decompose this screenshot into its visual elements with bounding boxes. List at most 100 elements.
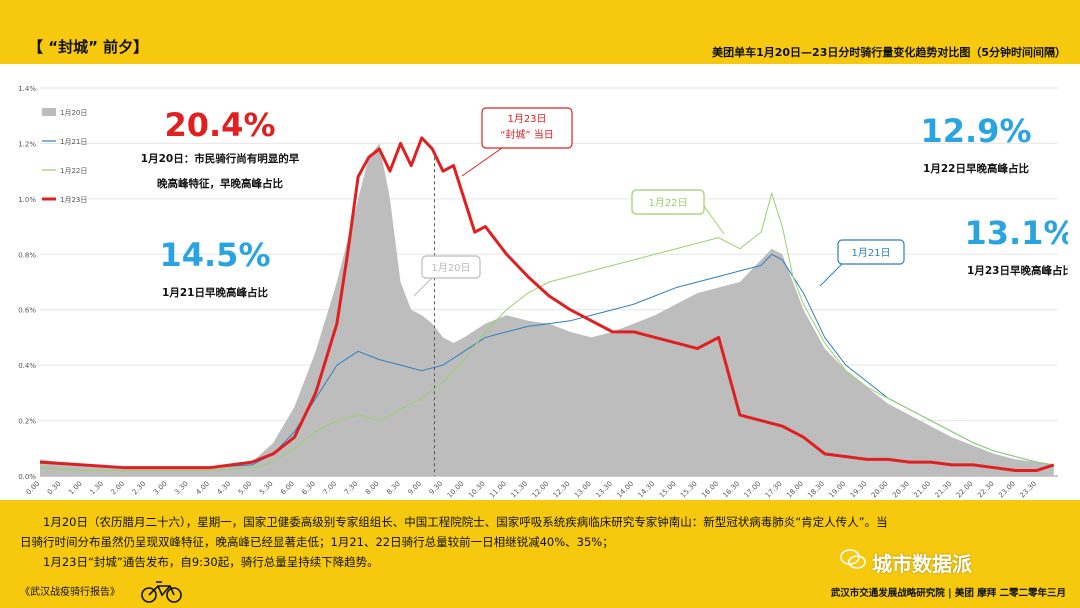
footer-bar	[0, 500, 1080, 608]
callout-box	[837, 239, 905, 265]
y-tick-label: 0.4%	[18, 362, 36, 370]
watermark: 城市数据派	[872, 552, 972, 576]
wechat-icon	[840, 549, 866, 569]
stat-label: 1月21日早晚高峰占比	[162, 286, 268, 299]
x-tick-label: 6.00	[279, 480, 296, 497]
x-tick-label: 6.30	[300, 480, 317, 497]
stat-value: 20.4%	[164, 106, 275, 144]
page-title: 【 “封城” 前夕】	[28, 38, 149, 56]
x-tick-label: 10.30	[467, 480, 487, 500]
x-tick-label: 4.30	[216, 480, 233, 497]
x-tick-label: 2.30	[131, 480, 148, 497]
x-tick-label: 19.30	[849, 480, 869, 500]
bicycle-icon	[141, 581, 182, 603]
series-area-1月20日	[40, 143, 1054, 476]
chart-panel: 0.0% 0.2% 0.4% 0.6% 0.8% 1.0% 1.2% 1.4% 0.00 0.3…	[12, 64, 1076, 500]
series-group	[39, 136, 1055, 476]
x-tick-label: 17.30	[764, 480, 784, 500]
x-tick-label: 18.30	[806, 480, 826, 500]
legend-label: 1月22日	[60, 167, 87, 175]
x-tick-label: 3.00	[152, 480, 169, 497]
x-tick-label: 15.30	[679, 480, 699, 500]
series-line-1月22日	[39, 192, 1054, 471]
legend-label: 1月20日	[60, 109, 87, 117]
footnote-line-2: 日骑行时间分布虽然仍呈现双峰特征，晚高峰已经显著走低；1月21、22日骑行总量较…	[20, 535, 614, 549]
x-tick-label: 20.00	[870, 480, 890, 500]
x-tick-label: 13.00	[573, 480, 593, 500]
callout-box	[631, 189, 705, 215]
chart-title: 美团单车1月20日—23日分时骑行量变化趋势对比图（5分钟时间间隔）	[712, 46, 1066, 59]
header-bar	[0, 0, 1080, 64]
stat-value: 14.5%	[159, 236, 270, 274]
footnote: 1月20日（农历腊月二十六），星期一，国家卫健委高级别专家组组长、中国工程院院士…	[20, 512, 1070, 572]
callout-pointer	[703, 205, 725, 235]
callout-pointer	[413, 277, 433, 297]
footnote-line-3: 1月23日“封城”通告发布，自9:30起，骑行总量呈持续下降趋势。	[43, 555, 379, 569]
x-tick-label: 0.00	[25, 480, 42, 497]
x-tick-label: 1.00	[67, 480, 84, 497]
callout-text: 1月21日	[851, 247, 890, 259]
callout-box	[421, 255, 481, 279]
x-axis-ticks: 0.00 0.30 1.00 1.30 2.00 2.30 3.00 3.30 4.00 4.30…	[25, 480, 1038, 500]
x-tick-label: 1.30	[88, 480, 105, 497]
callout-text: 1月22日	[648, 197, 687, 209]
callout-pointer	[461, 147, 503, 177]
x-tick-label: 8.00	[364, 480, 381, 497]
chart-svg: 0.0% 0.2% 0.4% 0.6% 0.8% 1.0% 1.2% 1.4% 0.00 0.3…	[18, 85, 1076, 500]
stat-label: 晚高峰特征，早晚高峰占比	[157, 177, 283, 190]
callout-box	[481, 107, 573, 149]
x-tick-label: 11.30	[509, 480, 529, 500]
legend-label: 1月23日	[60, 196, 87, 204]
x-tick-label: 22.30	[976, 480, 996, 500]
y-tick-label: 0.2%	[18, 418, 36, 426]
x-tick-label: 15.00	[658, 480, 678, 500]
x-tick-label: 23.00	[997, 480, 1017, 500]
x-tick-label: 3.30	[173, 480, 190, 497]
x-tick-label: 16.30	[721, 480, 741, 500]
stat-value: 12.9%	[920, 112, 1031, 150]
series-line-1月23日	[39, 136, 1055, 472]
x-tick-label: 11.00	[488, 480, 508, 500]
x-tick-label: 8.30	[385, 480, 402, 497]
stat-label: 1月22日早晚高峰占比	[923, 162, 1029, 175]
x-tick-label: 10.00	[446, 480, 466, 500]
x-tick-label: 13.30	[594, 480, 614, 500]
x-tick-label: 5.30	[258, 480, 275, 497]
stat-value: 13.1%	[964, 214, 1068, 252]
x-tick-label: 0.30	[46, 480, 63, 497]
x-tick-label: 7.30	[343, 480, 360, 497]
x-tick-label: 18.00	[785, 480, 805, 500]
stat-label: 1月23日早晚高峰占比	[967, 264, 1068, 277]
callout-text: 1月23日	[507, 113, 546, 125]
x-tick-label: 22.00	[955, 480, 975, 500]
x-tick-label: 19.00	[827, 480, 847, 500]
report-source: 《武汉战疫骑行报告》	[20, 587, 120, 598]
y-tick-label: 0.0%	[18, 473, 36, 481]
y-tick-label: 0.8%	[18, 251, 36, 259]
footnote-line-1: 1月20日（农历腊月二十六），星期一，国家卫健委高级别专家组组长、中国工程院院士…	[43, 515, 888, 529]
callout-pointer	[819, 263, 843, 287]
x-tick-label: 9.00	[406, 480, 423, 497]
x-tick-label: 12.30	[552, 480, 572, 500]
x-tick-label: 5.00	[237, 480, 254, 497]
x-tick-label: 4.00	[194, 480, 211, 497]
y-tick-label: 0.6%	[18, 307, 36, 315]
x-tick-label: 20.30	[891, 480, 911, 500]
chart-legend: 1月20日 1月21日 1月22日 1月23日	[42, 108, 87, 204]
x-tick-label: 21.30	[934, 480, 954, 500]
x-tick-label: 7.00	[322, 480, 339, 497]
stat-label: 1月20日：市民骑行尚有明显的早	[141, 152, 300, 165]
y-tick-label: 1.2%	[18, 140, 36, 148]
x-tick-label: 21.00	[912, 480, 932, 500]
legend-swatch	[42, 108, 56, 116]
x-tick-label: 12.00	[531, 480, 551, 500]
x-tick-label: 14.00	[615, 480, 635, 500]
x-tick-label: 23.30	[1018, 480, 1038, 500]
y-tick-label: 1.0%	[18, 196, 36, 204]
x-tick-label: 16.00	[700, 480, 720, 500]
legend-label: 1月21日	[60, 138, 87, 146]
organization-credit: 武汉市交通发展战略研究院 | 美团 摩拜 二零二零年三月	[830, 588, 1066, 599]
x-tick-label: 9.30	[428, 480, 445, 497]
callout-text: “封城” 当日	[500, 128, 554, 141]
